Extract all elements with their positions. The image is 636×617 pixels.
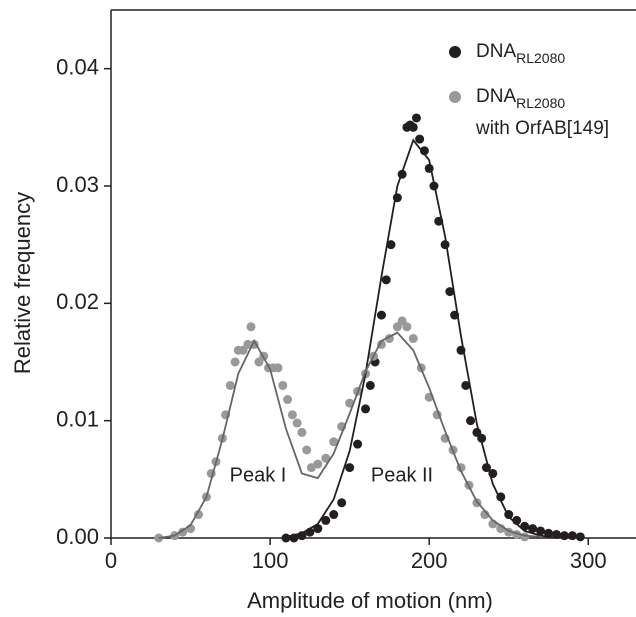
data-point — [313, 524, 323, 534]
data-point — [544, 528, 553, 538]
y-axis-title: Relative frequency — [10, 192, 35, 374]
x-tick-label: 300 — [570, 548, 607, 573]
data-point — [246, 322, 256, 332]
data-point — [551, 529, 561, 539]
y-tick-label: 0.01 — [56, 406, 99, 431]
data-point — [283, 395, 293, 405]
data-point — [386, 240, 396, 250]
fit-curve — [285, 138, 557, 539]
data-point — [329, 437, 339, 447]
data-point — [466, 416, 476, 426]
data-point — [520, 532, 530, 542]
annotation: Peak I — [230, 464, 287, 486]
data-point — [381, 275, 391, 285]
y-tick-label: 0.03 — [56, 172, 99, 197]
y-tick-label: 0.02 — [56, 289, 99, 314]
data-point — [559, 531, 569, 541]
data-point — [575, 532, 585, 542]
data-point — [313, 459, 323, 469]
data-point — [361, 404, 371, 414]
data-point — [528, 524, 538, 534]
data-point — [419, 146, 429, 156]
fit-curve — [158, 331, 541, 539]
legend-marker — [449, 91, 461, 103]
x-tick-label: 0 — [105, 548, 117, 573]
data-point — [376, 310, 386, 320]
data-point — [225, 380, 235, 390]
legend-suffix: with OrfAB[149] — [475, 118, 609, 139]
data-point — [281, 533, 291, 543]
y-tick-label: 0.00 — [56, 524, 99, 549]
data-point — [445, 287, 455, 297]
legend-label: DNARL2080 — [476, 86, 565, 111]
data-point — [337, 498, 347, 508]
data-point — [402, 322, 412, 332]
data-point — [302, 445, 312, 455]
data-point — [292, 418, 302, 428]
data-point — [415, 134, 425, 144]
data-point — [230, 357, 240, 367]
annotation: Peak II — [371, 464, 433, 486]
data-point — [345, 463, 355, 473]
data-point — [353, 439, 363, 449]
data-point — [365, 380, 375, 390]
data-point — [411, 113, 421, 123]
legend-name: DNA — [476, 86, 516, 107]
x-axis-title: Amplitude of motion (nm) — [247, 588, 493, 613]
data-point — [278, 380, 288, 390]
data-point — [536, 526, 546, 536]
legend-subscript: RL2080 — [516, 95, 565, 111]
data-point — [520, 521, 530, 531]
data-point — [567, 531, 577, 541]
x-tick-label: 100 — [252, 548, 289, 573]
data-point — [297, 427, 307, 437]
data-point — [408, 122, 418, 132]
legend-name: DNA — [476, 41, 516, 62]
data-point — [287, 410, 297, 420]
data-point — [408, 334, 418, 344]
y-tick-label: 0.04 — [56, 54, 99, 79]
x-tick-label: 200 — [411, 548, 448, 573]
data-point — [243, 339, 253, 349]
data-point — [273, 363, 283, 373]
legend-subscript: RL2080 — [516, 50, 565, 66]
legend-label: DNARL2080 — [476, 41, 565, 66]
data-point — [321, 515, 331, 525]
legend-marker — [449, 46, 461, 58]
data-point — [461, 380, 471, 390]
data-point — [329, 510, 339, 520]
data-point — [321, 453, 331, 463]
